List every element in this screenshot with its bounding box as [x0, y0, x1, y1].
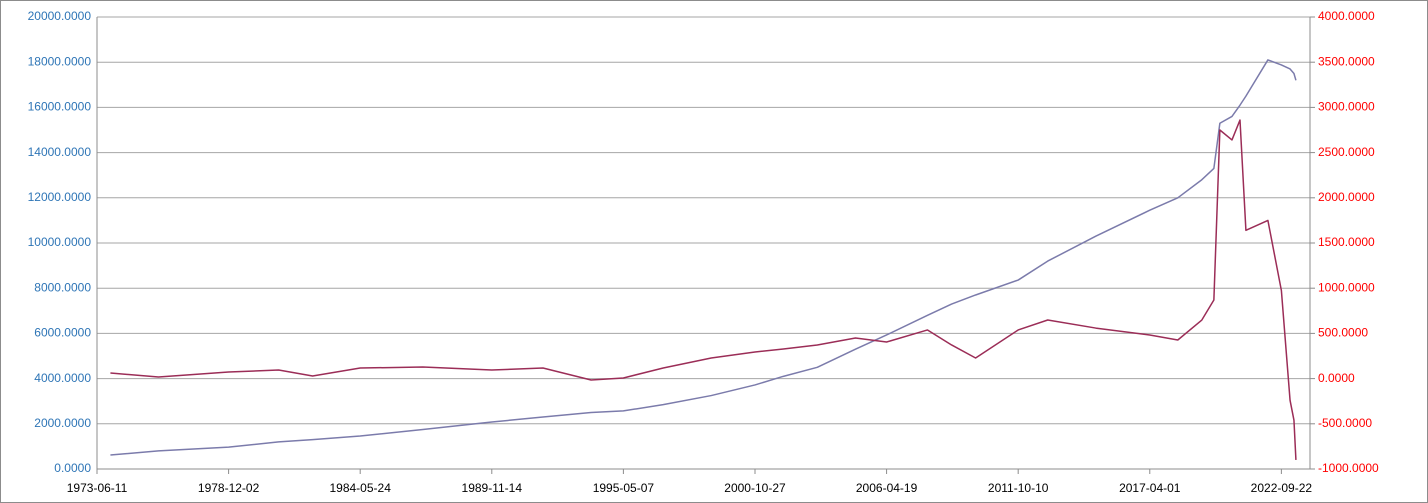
x-tick-label: 2022-09-22 — [1251, 481, 1313, 495]
x-tick-label: 2006-04-19 — [856, 481, 918, 495]
y2-tick-label: 2500.0000 — [1318, 145, 1375, 159]
y2-tick-label: 4000.0000 — [1318, 9, 1375, 23]
y2-tick-label: -1000.0000 — [1318, 461, 1379, 475]
x-tick-label: 1973-06-11 — [67, 481, 128, 495]
x-tick-label: 1989-11-14 — [462, 481, 523, 495]
y2-tick-label: 3000.0000 — [1318, 100, 1375, 114]
x-tick-label: 1995-05-07 — [593, 481, 655, 495]
y2-tick-label: -500.0000 — [1318, 416, 1372, 430]
y-tick-label: 18000.0000 — [28, 54, 92, 68]
x-tick-label: 1984-05-24 — [329, 481, 391, 495]
y-tick-label: 6000.0000 — [34, 326, 91, 340]
x-tick-label: 2011-10-10 — [988, 481, 1049, 495]
y2-tick-label: 500.0000 — [1318, 326, 1368, 340]
y2-tick-label: 1000.0000 — [1318, 280, 1375, 294]
y2-tick-label: 1500.0000 — [1318, 235, 1375, 249]
y-tick-label: 8000.0000 — [34, 280, 91, 294]
y2-tick-label: 3500.0000 — [1318, 54, 1375, 68]
y-tick-label: 12000.0000 — [28, 190, 92, 204]
x-tick-label: 1978-12-02 — [198, 481, 260, 495]
x-tick-label: 2017-04-01 — [1119, 481, 1181, 495]
series-line — [110, 119, 1297, 460]
y-tick-label: 16000.0000 — [28, 100, 92, 114]
y-tick-label: 2000.0000 — [34, 416, 91, 430]
y-tick-label: 0.0000 — [54, 461, 91, 475]
y2-tick-label: 0.0000 — [1318, 371, 1355, 385]
y-tick-label: 20000.0000 — [28, 9, 92, 23]
y-tick-label: 4000.0000 — [34, 371, 91, 385]
y2-tick-label: 2000.0000 — [1318, 190, 1375, 204]
series-line — [110, 59, 1297, 456]
y-tick-label: 14000.0000 — [28, 145, 92, 159]
x-tick-label: 2000-10-27 — [724, 481, 786, 495]
y-tick-label: 10000.0000 — [28, 235, 92, 249]
